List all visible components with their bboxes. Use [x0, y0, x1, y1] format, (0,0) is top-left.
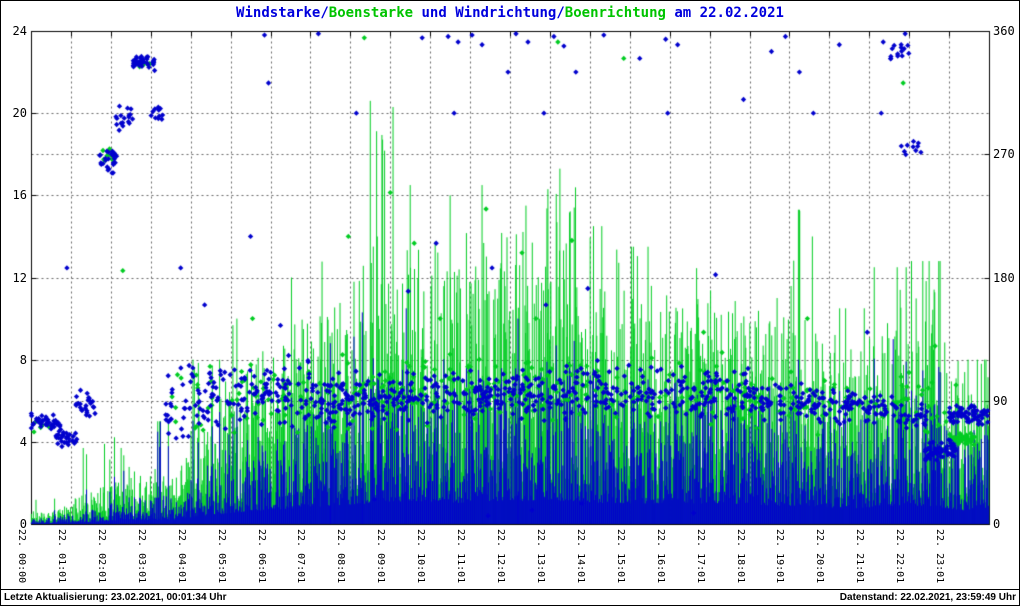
left-axis-tick-label: 0 [19, 517, 27, 531]
left-axis-tick-label: 16 [12, 188, 27, 203]
x-axis-tick-label: 22. 17:01 [694, 529, 706, 584]
right-axis-tick-label: 90 [993, 393, 1008, 408]
left-axis-tick-label: 8 [19, 352, 27, 367]
x-axis-tick-label: 22. 20:01 [814, 529, 826, 584]
x-axis-tick-label: 22. 16:01 [654, 529, 666, 584]
x-axis-tick-label: 22. 04:01 [175, 529, 187, 584]
x-axis-tick-label: 22. 22:01 [894, 529, 906, 584]
x-axis-tick-label: 22. 02:01 [95, 529, 107, 584]
x-axis-tick-label: 22. 12:01 [495, 529, 506, 584]
data-state-text: Datenstand: 22.02.2021, 23:59:49 Uhr [839, 592, 1016, 603]
right-axis-tick-label: 180 [993, 270, 1015, 285]
x-axis-tick-label: 22. 07:01 [295, 529, 307, 584]
x-axis-tick-label: 22. 11:01 [455, 529, 467, 584]
x-axis-tick-label: 22. 15:01 [614, 529, 626, 584]
x-axis-tick-label: 22. 21:01 [854, 529, 866, 584]
x-axis-tick-label: 22. 00:00 [16, 529, 27, 584]
x-axis-tick-label: 22. 10:01 [415, 529, 427, 584]
left-axis-tick-label: 24 [12, 24, 27, 38]
last-update-text: Letzte Aktualisierung: 23.02.2021, 00:01… [4, 592, 227, 603]
x-axis-tick-label: 22. 03:01 [135, 529, 147, 584]
left-axis-tick-label: 4 [19, 434, 27, 449]
left-axis-tick-label: 12 [12, 270, 27, 285]
status-bar: Letzte Aktualisierung: 23.02.2021, 00:01… [1, 589, 1019, 605]
x-axis-tick-label: 22. 23:01 [934, 529, 946, 584]
x-axis-tick-label: 22. 01:01 [55, 529, 67, 584]
right-axis-tick-label: 360 [993, 24, 1015, 38]
x-axis-tick-label: 22. 14:01 [574, 529, 586, 584]
x-axis-tick-label: 22. 05:01 [215, 529, 227, 584]
x-axis-tick-label: 22. 18:01 [734, 529, 746, 584]
left-axis-tick-label: 20 [12, 106, 27, 121]
x-axis-tick-label: 22. 13:01 [534, 529, 546, 584]
right-axis-tick-label: 270 [993, 147, 1015, 162]
x-axis-tick-label: 22. 08:01 [335, 529, 347, 584]
x-axis-tick-label: 22. 09:01 [375, 529, 387, 584]
wind-chart-canvas [1, 1, 1019, 589]
x-axis-tick-label: 22. 19:01 [774, 529, 786, 584]
x-axis-tick-label: 22. 06:01 [255, 529, 267, 584]
right-axis-tick-label: 0 [993, 517, 1001, 531]
